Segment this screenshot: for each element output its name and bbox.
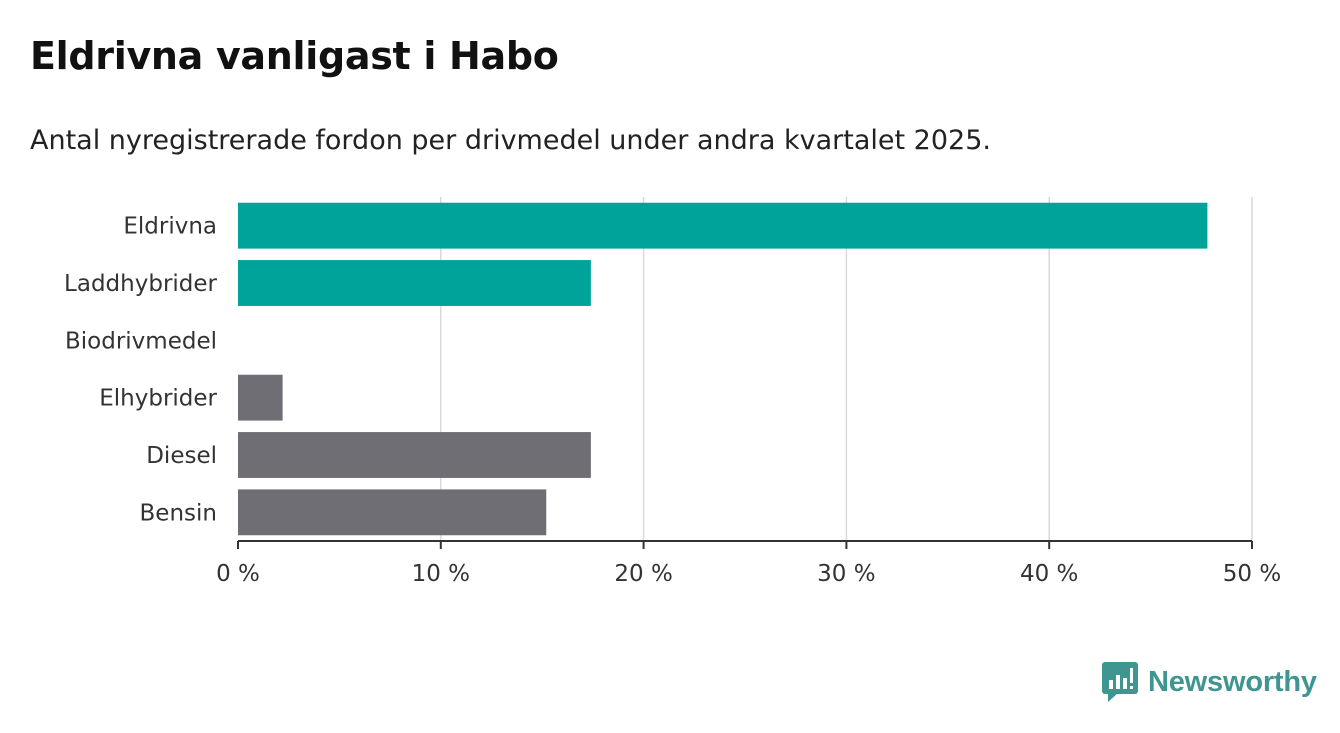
category-label: Laddhybrider bbox=[64, 271, 217, 297]
bar-diesel bbox=[238, 432, 591, 478]
x-tick-label: 50 % bbox=[1223, 561, 1281, 587]
category-label: Elhybrider bbox=[99, 386, 217, 412]
brand-name: Newsworthy bbox=[1148, 665, 1317, 698]
chart-subtitle: Antal nyregistrerade fordon per drivmede… bbox=[30, 125, 991, 156]
category-label: Biodrivmedel bbox=[65, 328, 217, 354]
bar-bensin bbox=[238, 489, 547, 536]
bar-laddhybrider bbox=[238, 260, 591, 306]
category-labels: Eldrivna Laddhybrider Biodrivmedel Elhybrid… bbox=[64, 214, 217, 527]
bars bbox=[238, 202, 1208, 536]
grid-lines bbox=[440, 197, 1253, 541]
x-tick-label: 20 % bbox=[614, 561, 672, 587]
category-label: Bensin bbox=[140, 500, 217, 526]
category-label: Diesel bbox=[146, 443, 217, 469]
x-tick-label: 10 % bbox=[412, 561, 470, 587]
x-tick-label: 30 % bbox=[817, 561, 875, 587]
bar-eldrivna bbox=[238, 202, 1208, 249]
newsworthy-logo-icon bbox=[1102, 662, 1138, 702]
x-axis: 0 % 10 % 20 % 30 % 40 % 50 % bbox=[216, 540, 1281, 587]
bar-elhybrider bbox=[238, 374, 283, 421]
brand-logo: Newsworthy bbox=[1102, 662, 1317, 702]
x-tick-label: 40 % bbox=[1020, 561, 1078, 587]
chart-title: Eldrivna vanligast i Habo bbox=[30, 34, 559, 78]
category-label: Eldrivna bbox=[123, 214, 217, 240]
x-tick-label: 0 % bbox=[216, 561, 260, 587]
